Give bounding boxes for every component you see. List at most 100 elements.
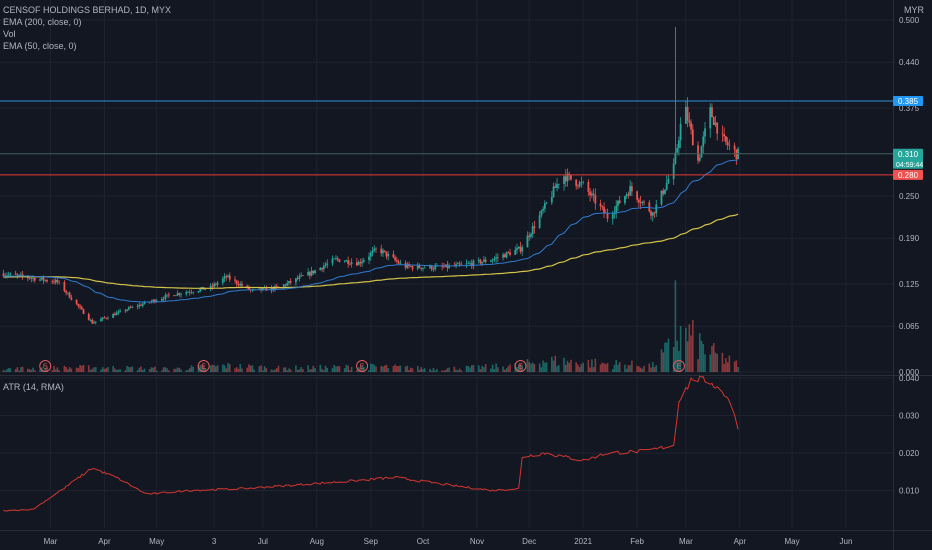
candle-body	[275, 286, 278, 287]
volume-bar	[331, 368, 334, 372]
volume-bar	[625, 368, 628, 372]
candle-body	[336, 258, 339, 260]
volume-bar	[434, 370, 436, 372]
volume-bar	[343, 368, 346, 372]
ema50-legend[interactable]: EMA (50, close, 0)	[3, 41, 77, 51]
candle-body	[56, 279, 59, 282]
candle-body	[700, 146, 703, 158]
volume-bar	[39, 369, 41, 372]
price-tick-label: 0.190	[899, 234, 920, 243]
volume-bar	[556, 366, 558, 372]
atr-legend[interactable]: ATR (14, RMA)	[3, 382, 64, 392]
candle-body	[664, 189, 666, 194]
candle-body	[237, 283, 240, 286]
candle-body	[355, 262, 358, 266]
candle-body	[690, 122, 692, 130]
volume-bar	[152, 367, 154, 372]
candle-body	[75, 299, 78, 304]
volume-bar	[712, 343, 715, 372]
candle-body	[479, 259, 482, 264]
volume-bar	[53, 365, 55, 372]
candle-body	[484, 259, 487, 262]
volume-bar	[263, 366, 266, 372]
candle-body	[46, 280, 48, 282]
volume-bar	[21, 366, 24, 372]
volume-bar	[564, 364, 567, 372]
candle-body	[51, 281, 54, 282]
volume-bar	[131, 366, 134, 372]
candle-body	[141, 304, 144, 306]
volume-bar	[298, 369, 301, 372]
volume-bar	[228, 364, 231, 372]
volume-bar	[258, 366, 261, 372]
volume-bar	[467, 365, 470, 372]
volume-bar	[387, 368, 389, 372]
candle-body	[176, 293, 179, 296]
time-tick-label: 3	[212, 537, 217, 546]
ema200-legend[interactable]: EMA (200, close, 0)	[3, 17, 82, 27]
candle-body	[458, 263, 461, 265]
volume-bar	[497, 367, 499, 372]
volume-bar	[249, 365, 252, 372]
volume-bar	[650, 367, 652, 372]
volume-bar	[213, 364, 215, 372]
candle-body	[392, 254, 395, 258]
volume-bar	[641, 368, 644, 372]
candle-body	[477, 259, 480, 261]
volume-bar	[735, 360, 738, 372]
candle-body	[538, 215, 541, 228]
candle-body	[469, 263, 471, 264]
candle-body	[577, 185, 579, 187]
volume-bar	[373, 364, 376, 372]
volume-bar	[603, 363, 605, 372]
volume-bar	[56, 367, 59, 372]
volume-bar	[335, 366, 337, 372]
candle-body	[637, 199, 640, 203]
candle-body	[505, 252, 508, 258]
volume-bar	[655, 365, 658, 372]
candle-body	[448, 265, 451, 268]
candle-body	[540, 210, 543, 216]
time-tick-label: May	[149, 537, 164, 546]
candle-body	[434, 266, 437, 270]
earnings-marker	[672, 360, 685, 372]
volume-bar	[246, 367, 248, 372]
candle-body	[178, 293, 181, 295]
volume-bar	[479, 369, 482, 372]
candle-body	[712, 117, 715, 125]
volume-bar	[140, 366, 142, 372]
volume-bar	[126, 365, 128, 372]
volume-bar	[690, 335, 692, 372]
volume-bar	[81, 365, 83, 372]
candle-body	[587, 182, 590, 192]
countdown-label: 04:59:44	[896, 162, 923, 169]
candle-body	[429, 265, 431, 268]
volume-bar	[65, 367, 67, 372]
volume-bar	[136, 370, 139, 372]
volume-bar	[700, 340, 703, 372]
volume-bar	[314, 368, 316, 372]
candle-body	[496, 257, 499, 258]
volume-bar	[526, 359, 529, 372]
candle-body	[721, 133, 724, 135]
volume-bar	[79, 364, 81, 372]
candle-body	[192, 292, 195, 293]
candle-body	[223, 276, 226, 279]
volume-bar	[105, 368, 107, 372]
volume-bar	[180, 369, 182, 372]
volume-bar	[54, 369, 57, 372]
candle-body	[188, 292, 191, 293]
volume-bar	[678, 350, 680, 372]
candle-body	[599, 203, 602, 207]
volume-legend[interactable]: Vol	[3, 29, 16, 39]
volume-bar	[89, 370, 92, 372]
candle-body	[582, 182, 585, 183]
volume-bar	[369, 363, 372, 372]
volume-bar	[533, 364, 536, 372]
volume-bar	[168, 370, 170, 372]
candle-body	[103, 317, 106, 319]
volume-bar	[636, 365, 638, 372]
volume-bar	[371, 363, 374, 372]
volume-bar	[575, 362, 577, 372]
